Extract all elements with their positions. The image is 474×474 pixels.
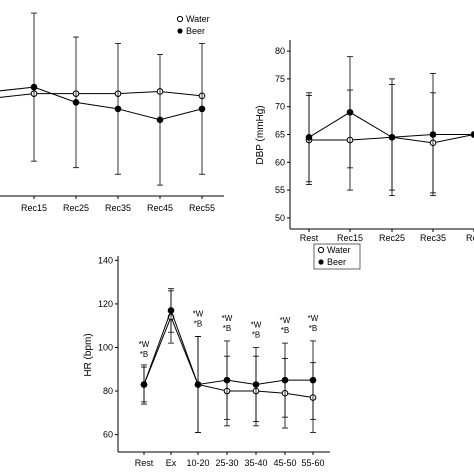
significance-annotation: *W [280, 316, 291, 325]
x-tick-label: Rest [135, 458, 154, 468]
legend-beer-label: Beer [186, 26, 205, 36]
x-tick-label: Rest [300, 233, 319, 243]
data-point-beer [156, 116, 164, 124]
data-point-beer [305, 133, 313, 141]
significance-annotation: *W [308, 314, 319, 323]
data-point-beer [140, 381, 148, 388]
y-tick-label: 60 [275, 157, 285, 167]
x-tick-label: Rec35 [420, 233, 446, 243]
significance-annotation: *W [222, 314, 233, 323]
hr-legend: Water Beer [313, 243, 361, 270]
data-point-beer [114, 105, 122, 113]
legend-beer-marker [318, 259, 324, 265]
y-tick-label: 75 [275, 74, 285, 84]
x-tick-label: 10-20 [186, 458, 209, 468]
legend-beer-label: Beer [327, 257, 346, 267]
x-tick-label: Rec15 [337, 233, 363, 243]
y-tick-label: 55 [275, 185, 285, 195]
data-point-beer [470, 131, 474, 138]
series-line-beer [308, 111, 474, 138]
data-point-beer [30, 83, 38, 91]
legend-water-label: Water [186, 14, 210, 24]
series-line-beer [0, 86, 203, 121]
data-point-beer [167, 307, 175, 314]
data-point-beer [309, 376, 317, 384]
x-tick-label: Rec25 [379, 233, 405, 243]
legend-water-marker [176, 15, 184, 23]
panel-hr: HR (bpm) Rest Ex 10-20 25-30 35-40 45-50 55-60… [83, 243, 361, 468]
y-tick-label: 70 [275, 102, 285, 112]
data-point-beer [429, 131, 437, 138]
panel-dbp: DBP (mmHg) Rest Rec15 Rec25 Rec35 Rec 50 55 60 6… [255, 40, 474, 243]
x-tick-label: Rec [466, 233, 474, 243]
significance-annotation: *B [140, 350, 148, 359]
data-point-beer [346, 108, 354, 116]
legend-beer-marker [177, 28, 183, 34]
x-tick-label: Rec35 [105, 203, 131, 213]
x-tick-label: Ex [166, 458, 177, 468]
y-tick-label: 80 [103, 386, 113, 396]
x-tick-label: Rec15 [21, 203, 47, 213]
panel-sbp: Rec15 Rec25 Rec35 Rec45 Rec55 Water Beer [0, 12, 224, 213]
significance-annotation: *W [139, 340, 150, 349]
x-tick-label: 45-50 [273, 458, 296, 468]
significance-annotation: *W [251, 320, 262, 329]
x-tick-label: 25-30 [215, 458, 238, 468]
x-tick-label: Rec25 [63, 203, 89, 213]
y-tick-label: 65 [275, 130, 285, 140]
data-point-beer [194, 381, 202, 388]
x-tick-label: 35-40 [244, 458, 267, 468]
significance-annotation: *B [281, 326, 289, 335]
data-point-beer [252, 381, 260, 388]
x-tick-label: Rec45 [147, 203, 173, 213]
legend-water-marker [317, 246, 325, 254]
y-tick-label: 60 [103, 430, 113, 440]
y-tick-label: 80 [275, 46, 285, 56]
x-tick-label: 55-60 [301, 458, 324, 468]
y-tick-label: 120 [98, 299, 113, 309]
hr-y-axis-label: HR (bpm) [83, 333, 94, 376]
significance-annotation: *B [223, 324, 231, 333]
dbp-y-axis-label: DBP (mmHg) [255, 105, 266, 164]
significance-annotation: *B [252, 330, 260, 339]
data-point-beer [388, 133, 396, 141]
legend-water-label: Water [327, 245, 351, 255]
data-point-beer [281, 376, 289, 384]
data-point-beer [72, 99, 80, 106]
y-tick-label: 140 [98, 255, 113, 265]
significance-annotation: *B [194, 320, 202, 329]
series-line-water [0, 90, 203, 98]
significance-annotation: *B [309, 324, 317, 333]
data-point-beer [223, 376, 231, 384]
significance-annotation: *W [193, 310, 204, 319]
sbp-legend: Water Beer [176, 14, 210, 36]
x-tick-label: Rec55 [189, 203, 215, 213]
data-point-beer [198, 105, 206, 113]
y-tick-label: 50 [275, 213, 285, 223]
y-tick-label: 100 [98, 342, 113, 352]
